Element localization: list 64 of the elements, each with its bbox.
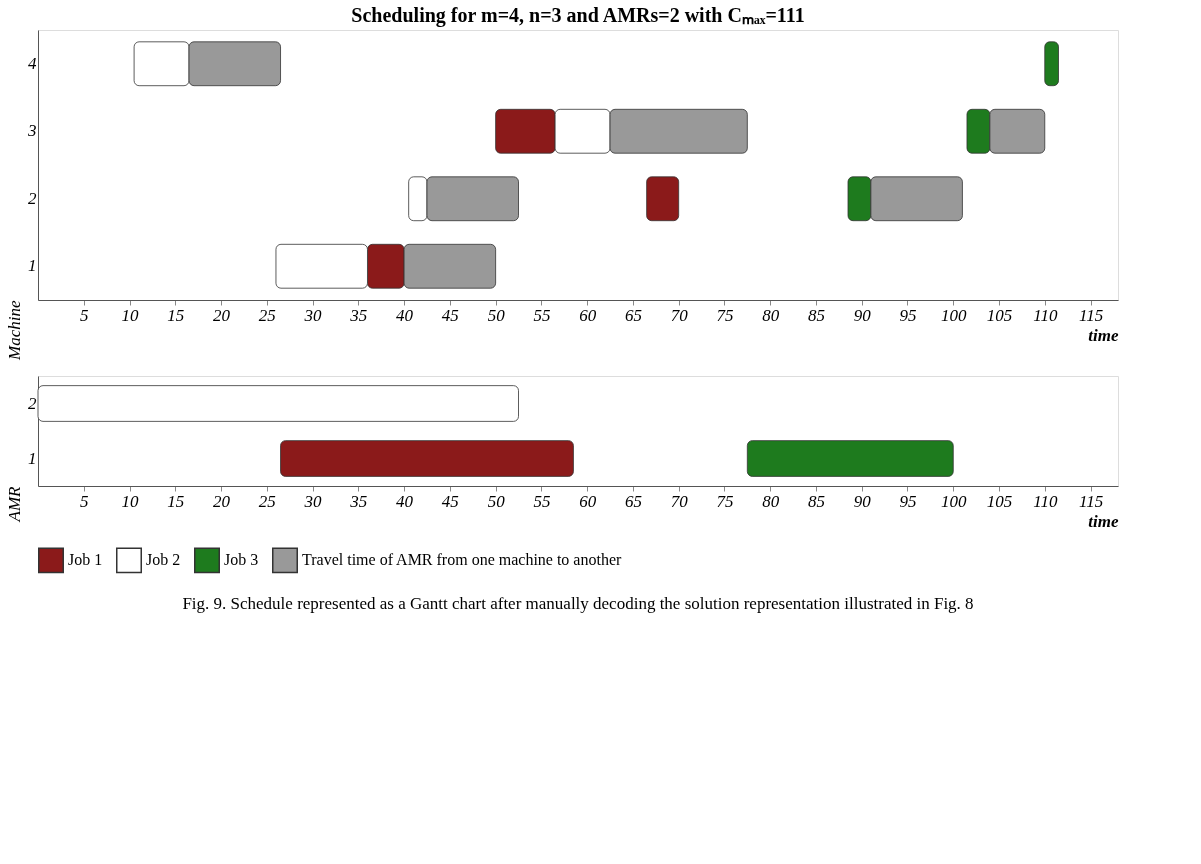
x-tick-label: 90 <box>853 305 872 325</box>
legend-label: Job 2 <box>146 551 181 569</box>
x-tick-label: 110 <box>1033 491 1058 511</box>
x-tick-label: 115 <box>1078 491 1104 511</box>
y-tick-label: 2 <box>28 393 37 413</box>
x-tick-label: 30 <box>303 305 323 325</box>
x-tick-label: 105 <box>986 491 1013 511</box>
x-tick-label: 40 <box>396 491 414 511</box>
x-tick-label: 15 <box>167 491 185 511</box>
x-tick-label: 15 <box>167 305 185 325</box>
x-tick-label: 70 <box>670 491 689 511</box>
x-tick-label: 5 <box>80 305 89 325</box>
x-tick-label: 85 <box>807 305 825 325</box>
x-tick-label: 30 <box>303 491 323 511</box>
x-tick-label: 60 <box>579 491 597 511</box>
caption: Fig. 9. Schedule represented as a Gantt chart after manually decoding the solution representation illustrated in Fig. 8 <box>182 594 974 613</box>
x-tick-label: 65 <box>624 491 642 511</box>
x-tick-label: 20 <box>213 491 231 511</box>
x-tick-label: 50 <box>487 305 506 325</box>
x-tick-label: 50 <box>487 491 506 511</box>
x-tick-label: 100 <box>941 491 967 511</box>
bar <box>646 176 680 222</box>
x-tick-label: 85 <box>807 491 825 511</box>
x-tick-label: 45 <box>441 491 459 511</box>
x-tick-label: 75 <box>716 305 734 325</box>
x-tick-label: 40 <box>396 305 414 325</box>
legend-label: Job 1 <box>68 551 103 569</box>
y-tick-label: 4 <box>28 53 37 73</box>
x-tick-label: 80 <box>762 305 780 325</box>
x-tick-label: 100 <box>941 305 967 325</box>
y-axis-title: AMR <box>5 485 24 523</box>
x-axis-title: time <box>1088 511 1119 531</box>
bar <box>1044 41 1059 87</box>
x-tick-label: 110 <box>1033 305 1058 325</box>
x-tick-label: 35 <box>349 305 368 325</box>
x-tick-label: 5 <box>80 491 89 511</box>
x-tick-label: 80 <box>762 491 780 511</box>
y-axis-title: Machine <box>5 300 24 361</box>
legend-label: Travel time of AMR from one machine to another <box>302 551 623 569</box>
x-tick-label: 95 <box>899 491 917 511</box>
legend-label: Job 3 <box>224 551 259 569</box>
x-tick-label: 55 <box>533 491 551 511</box>
x-tick-label: 55 <box>533 305 551 325</box>
x-tick-label: 10 <box>121 491 140 511</box>
x-tick-label: 105 <box>986 305 1013 325</box>
x-tick-label: 95 <box>899 305 917 325</box>
x-tick-label: 60 <box>579 305 597 325</box>
x-tick-label: 25 <box>258 491 276 511</box>
y-tick-label: 3 <box>27 121 37 141</box>
chart-title: Scheduling for m=4, n=3 and AMRs=2 with Cₘₐₓ=111 <box>351 4 805 27</box>
x-tick-label: 25 <box>258 305 276 325</box>
x-tick-label: 70 <box>670 305 689 325</box>
x-tick-label: 115 <box>1078 305 1104 325</box>
x-tick-label: 90 <box>853 491 872 511</box>
x-tick-label: 20 <box>213 305 231 325</box>
y-tick-label: 2 <box>28 188 37 208</box>
y-tick-label: 1 <box>28 448 37 468</box>
x-tick-label: 65 <box>624 305 642 325</box>
x-tick-label: 10 <box>121 305 140 325</box>
x-axis-title: time <box>1088 325 1119 345</box>
x-tick-label: 75 <box>716 491 734 511</box>
x-tick-label: 35 <box>349 491 368 511</box>
y-tick-label: 1 <box>28 256 37 276</box>
x-tick-label: 45 <box>441 305 459 325</box>
